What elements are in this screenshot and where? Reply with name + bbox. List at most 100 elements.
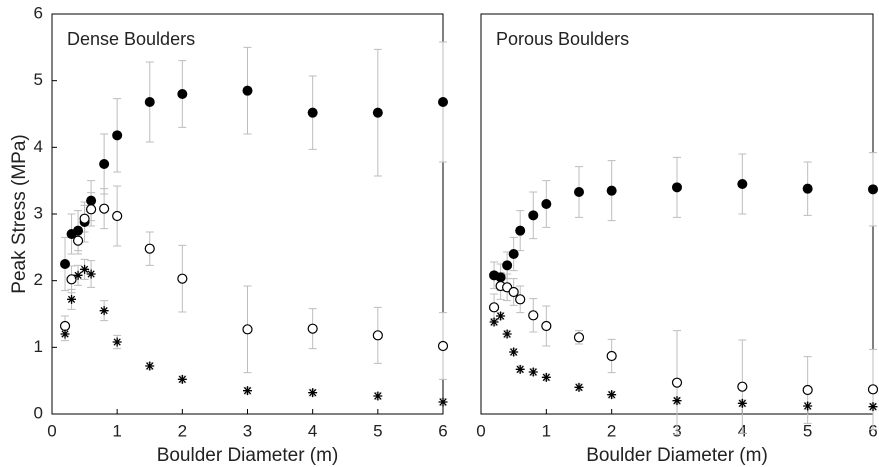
x-tick-label: 5: [373, 421, 382, 440]
point: [488, 302, 500, 313]
x-tick-label: 4: [308, 421, 317, 440]
point: [307, 107, 318, 118]
point: [528, 367, 538, 377]
point: [73, 270, 83, 280]
point: [515, 225, 526, 236]
x-tick-label: 2: [178, 421, 187, 440]
point: [868, 184, 878, 195]
point: [528, 310, 539, 321]
point: [73, 225, 84, 236]
point: [308, 388, 318, 398]
point: [372, 330, 383, 341]
point: [99, 306, 109, 316]
point: [112, 210, 123, 222]
point: [112, 130, 123, 141]
point: [496, 311, 506, 321]
point: [802, 384, 813, 396]
y-tick-label: 1: [34, 337, 43, 356]
x-tick-label: 2: [607, 421, 616, 440]
point: [79, 213, 90, 224]
point: [671, 377, 683, 388]
point: [60, 329, 70, 339]
point: [242, 324, 253, 335]
point: [85, 204, 97, 215]
point: [508, 249, 519, 259]
point: [177, 374, 187, 384]
point: [574, 382, 584, 392]
point: [242, 85, 253, 96]
point: [372, 107, 383, 118]
y-tick-label: 6: [34, 3, 43, 22]
point: [373, 391, 383, 401]
point: [99, 203, 110, 214]
x-tick-label: 0: [476, 421, 485, 440]
point: [438, 397, 448, 407]
point: [99, 159, 110, 169]
x-tick-label: 6: [868, 421, 877, 440]
panel-title: Porous Boulders: [496, 29, 629, 49]
y-tick-label: 4: [34, 137, 43, 156]
point: [495, 272, 506, 283]
point: [528, 210, 539, 221]
point: [573, 332, 585, 343]
point: [72, 235, 84, 246]
x-axis-label: Boulder Diameter (m): [157, 445, 339, 466]
x-tick-label: 6: [438, 421, 447, 440]
point: [145, 361, 155, 371]
point: [607, 390, 617, 400]
point: [66, 274, 77, 285]
y-axis-label: Peak Stress (MPa): [9, 134, 30, 293]
y-tick-label: 3: [34, 203, 43, 222]
point: [177, 89, 188, 99]
point: [868, 402, 878, 412]
x-tick-label: 0: [47, 421, 56, 440]
point: [489, 317, 499, 327]
point: [672, 182, 682, 193]
y-tick-label: 5: [34, 70, 43, 89]
point: [177, 273, 188, 284]
x-tick-label: 1: [542, 421, 551, 440]
point: [67, 294, 77, 304]
point: [672, 396, 682, 406]
point: [803, 401, 813, 411]
point: [737, 381, 748, 392]
point: [515, 364, 525, 374]
point: [144, 243, 155, 254]
point: [437, 340, 449, 352]
point: [606, 350, 617, 362]
panel-title: Dense Boulders: [67, 29, 195, 49]
point: [515, 294, 526, 305]
x-axis-label: Boulder Diameter (m): [586, 445, 768, 466]
point: [508, 286, 519, 298]
point: [112, 337, 122, 347]
point: [502, 329, 512, 339]
point: [307, 323, 318, 334]
point: [737, 398, 747, 408]
point: [574, 187, 584, 197]
point: [737, 179, 748, 189]
point: [80, 264, 90, 274]
point: [802, 183, 813, 194]
point: [243, 386, 252, 396]
point: [438, 97, 448, 107]
x-tick-label: 5: [803, 421, 812, 440]
x-tick-label: 3: [243, 421, 252, 440]
point: [144, 97, 155, 107]
y-tick-label: 0: [34, 403, 43, 422]
point: [86, 195, 97, 206]
point: [606, 185, 617, 196]
panel: 0 1 2 3 4 5 6 0 1 2 3 4 5 6 Dense Boulders Boulder Diam…: [9, 3, 449, 466]
point: [867, 384, 879, 395]
point: [59, 320, 71, 332]
point: [509, 347, 519, 357]
x-tick-label: 1: [112, 421, 121, 440]
point: [60, 259, 71, 269]
point: [541, 372, 551, 382]
y-tick-label: 2: [34, 270, 43, 289]
point: [502, 260, 513, 271]
point: [541, 199, 552, 209]
point: [86, 269, 96, 279]
point: [541, 320, 552, 332]
